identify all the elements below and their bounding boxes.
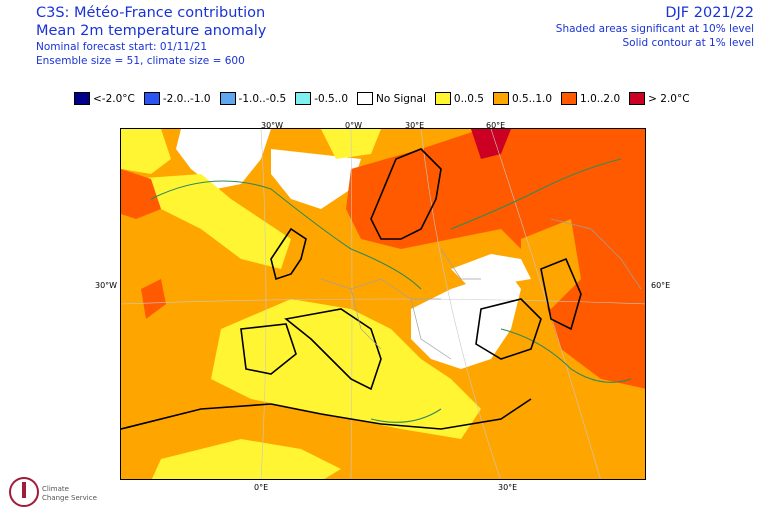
legend-item: 1.0..2.0 <box>561 92 620 105</box>
coast-iberia <box>240 323 297 375</box>
legend-item: 0.5..1.0 <box>492 92 553 105</box>
region-nosignal-ukraine <box>451 254 531 289</box>
chart-title: C3S: Météo-France contribution <box>36 5 266 21</box>
legend-swatch <box>561 92 578 105</box>
c3s-logo: Climate Change Service <box>6 474 116 514</box>
logo-graphic: Climate Change Service <box>9 477 97 507</box>
legend-label: 1.0..2.0 <box>580 92 621 105</box>
legend-swatch <box>492 92 509 105</box>
grid-line <box>260 129 267 479</box>
lon-label-0e-bottom: 0°E <box>254 483 269 492</box>
borders <box>320 218 642 360</box>
legend-item: -2.0..-1.0 <box>143 92 211 105</box>
region-yellow-sahara <box>151 439 341 479</box>
region-yellow-atlantic <box>131 174 291 269</box>
legend-swatch <box>434 92 451 105</box>
header-right: DJF 2021/22 Shaded areas significant at … <box>556 4 754 50</box>
logo-text-line1: Climate <box>42 485 69 493</box>
border-line <box>320 278 441 300</box>
legend-item: > 2.0°C <box>629 92 690 105</box>
map-canvas <box>121 129 645 479</box>
legend-item: No Signal <box>357 92 426 105</box>
region-yellow-south <box>211 299 481 439</box>
anomaly-map <box>120 128 646 480</box>
region-nosignal-balkans <box>411 269 521 369</box>
legend-swatch <box>357 92 374 105</box>
legend-label: -1.0..-0.5 <box>238 92 287 105</box>
legend-label: -2.0..-1.0 <box>162 92 211 105</box>
lon-label-0w-top: 0°W <box>345 121 362 130</box>
contour-line <box>450 158 622 230</box>
significance-contour <box>150 158 632 423</box>
legend-item: -1.0..-0.5 <box>219 92 287 105</box>
legend-label: 0..0.5 <box>453 92 484 105</box>
forecast-start: Nominal forecast start: 01/11/21 <box>36 41 208 53</box>
grid-line <box>420 129 501 479</box>
region-warm-atlantic-spot <box>141 279 166 319</box>
legend-label: <-2.0°C <box>93 92 135 105</box>
contour-line <box>500 328 632 383</box>
legend-swatch <box>143 92 160 105</box>
contour-line <box>150 180 422 290</box>
header-left: C3S: Météo-France contribution Mean 2m t… <box>36 4 266 68</box>
legend-swatch <box>219 92 236 105</box>
legend-item: <-2.0°C <box>74 92 135 105</box>
logo-thermometer <box>22 482 26 498</box>
coast-scandinavia <box>370 148 442 240</box>
lon-label-30e-top: 30°E <box>405 121 425 130</box>
significance-note: Shaded areas significant at 10% level <box>555 23 754 35</box>
legend-swatch <box>295 92 312 105</box>
grid-line <box>350 129 353 479</box>
coast-europe <box>284 308 382 391</box>
region-nosignal-north2 <box>271 149 361 209</box>
grid-line <box>121 298 645 305</box>
color-legend: <-2.0°C -2.0..-1.0 -1.0..-0.5 -0.5..0 No… <box>74 92 690 105</box>
contour-line <box>370 408 442 423</box>
legend-swatch <box>629 92 646 105</box>
border-line <box>410 298 452 360</box>
border-line <box>350 288 382 350</box>
region-yellow-nw <box>121 129 171 174</box>
coastlines <box>121 148 582 430</box>
legend-label: > 2.0°C <box>648 92 690 105</box>
legend-swatch <box>74 92 90 105</box>
legend-label: 0.5..1.0 <box>511 92 553 105</box>
lat-label-left: 30°W <box>95 281 118 290</box>
chart-subtitle: Mean 2m temperature anomaly <box>36 23 267 39</box>
region-warm-northeast <box>346 129 645 389</box>
coast-black-sea <box>475 298 542 360</box>
region-nosignal-north <box>176 129 271 189</box>
legend-item: -0.5..0 <box>295 92 348 105</box>
coast-north-africa <box>121 398 532 430</box>
graticule <box>121 129 645 479</box>
lon-label-30e-bottom: 30°E <box>498 483 518 492</box>
logo-ring <box>9 477 39 507</box>
ensemble-size: Ensemble size = 51, climate size = 600 <box>36 55 245 67</box>
region-hot-north <box>471 129 511 159</box>
logo-text-line2: Change Service <box>42 494 97 502</box>
legend-item: 0..0.5 <box>434 92 484 105</box>
coast-britain <box>270 227 307 281</box>
legend-label: -0.5..0 <box>314 92 349 105</box>
season-label: DJF 2021/22 <box>665 5 754 21</box>
lat-label-right: 60°E <box>651 281 671 290</box>
region-orange-volga <box>521 219 581 309</box>
coast-caspian <box>540 257 582 331</box>
grid-line <box>490 129 601 479</box>
lon-label-30w-top: 30°W <box>261 121 284 130</box>
contour-note: Solid contour at 1% level <box>622 37 754 49</box>
region-warm-west <box>121 169 161 219</box>
lon-label-60e-top: 60°E <box>486 121 506 130</box>
border-line <box>440 248 481 280</box>
border-line <box>550 218 642 290</box>
legend-label: No Signal <box>376 92 426 105</box>
